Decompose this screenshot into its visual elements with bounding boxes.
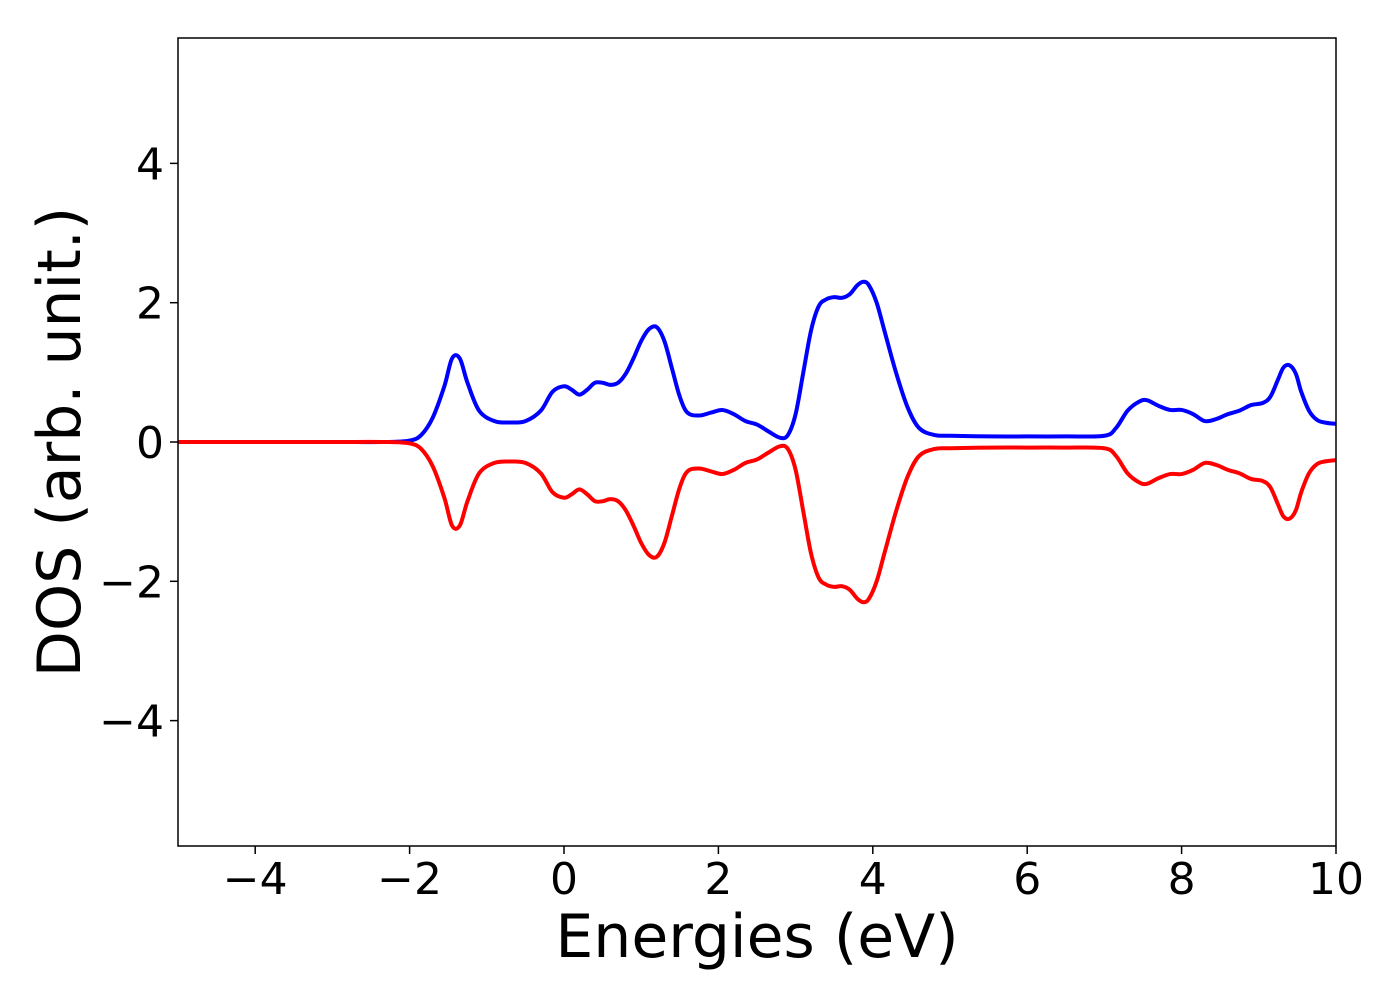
x-tick-label: 10 bbox=[1308, 854, 1364, 905]
dos-line-red bbox=[178, 439, 1336, 605]
series-layer bbox=[178, 279, 1336, 605]
y-tick-label: 2 bbox=[136, 279, 164, 330]
y-tick-label: 4 bbox=[136, 139, 164, 190]
x-tick-label: −4 bbox=[223, 854, 288, 905]
plot-frame bbox=[177, 37, 1337, 847]
x-tick-label: 6 bbox=[1013, 854, 1041, 905]
dos-line-blue bbox=[178, 279, 1336, 445]
x-tick-label: 8 bbox=[1168, 854, 1196, 905]
x-axis-label: Energies (eV) bbox=[555, 902, 958, 972]
x-tick-label: 2 bbox=[704, 854, 732, 905]
ticks-layer: −4 −2 0 2 4 6 8 10 −4 −2 0 2 4 bbox=[99, 139, 1364, 905]
y-axis-label: DOS (arb. unit.) bbox=[25, 207, 95, 677]
x-tick-label: 4 bbox=[859, 854, 887, 905]
y-tick-label: −2 bbox=[99, 557, 164, 608]
y-tick-label: 0 bbox=[136, 418, 164, 469]
x-tick-label: 0 bbox=[550, 854, 578, 905]
x-tick-label: −2 bbox=[377, 854, 442, 905]
y-tick-label: −4 bbox=[99, 697, 164, 748]
